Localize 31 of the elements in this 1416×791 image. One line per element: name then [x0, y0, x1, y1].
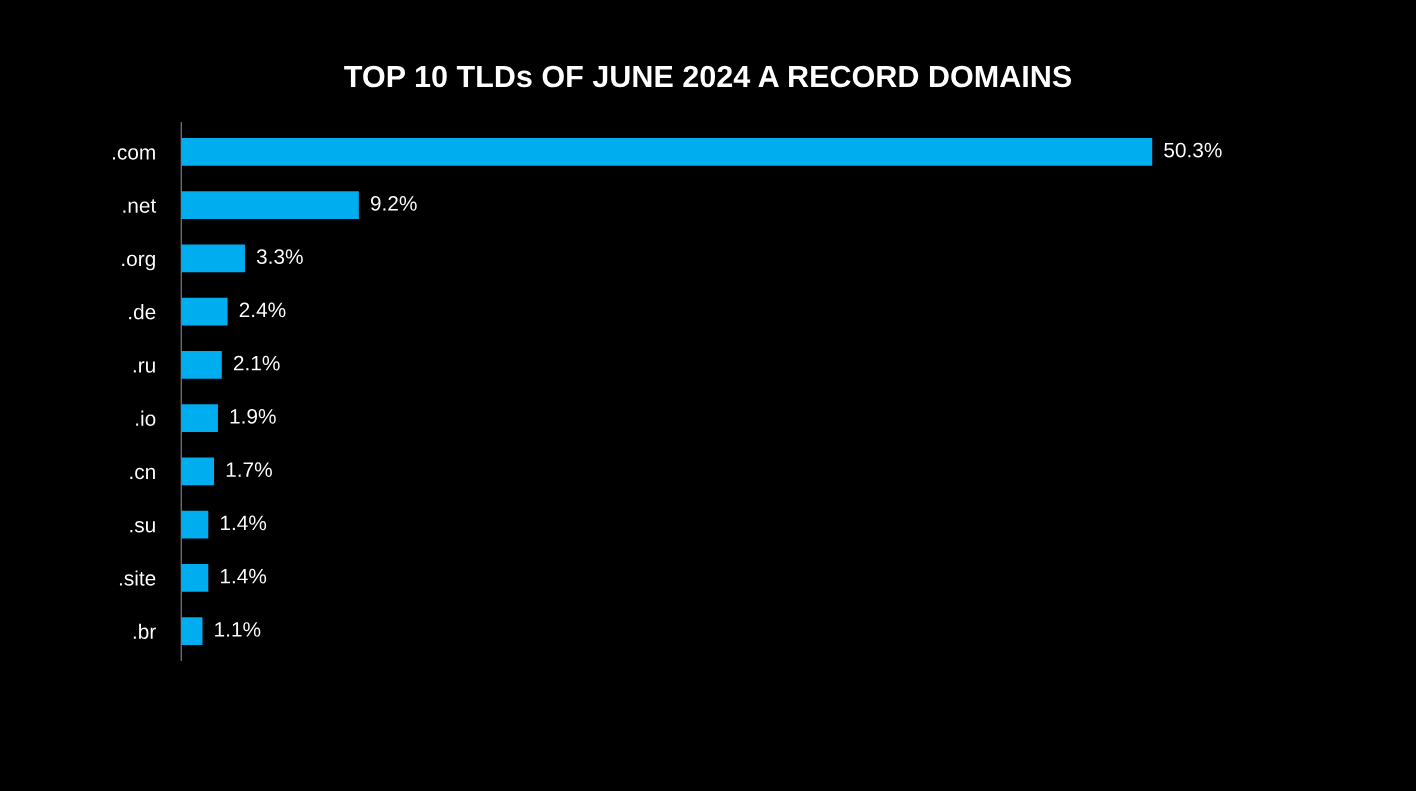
data-label: 50.3%	[1164, 142, 1222, 158]
y-tick-label: .br	[133, 623, 156, 639]
chart-title: TOP 10 TLDs OF JUNE 2024 A RECORD DOMAINS	[344, 65, 1072, 88]
data-label: 1.7%	[226, 462, 272, 477]
bar	[181, 564, 209, 592]
data-label: 1.9%	[230, 409, 276, 424]
y-tick-label: .com	[113, 148, 155, 160]
data-label: 1.1%	[215, 622, 261, 637]
y-tick-label: .de	[129, 304, 156, 320]
bar	[181, 138, 1153, 166]
data-label: 3.3%	[256, 249, 303, 264]
data-label: 2.4%	[239, 302, 286, 318]
bar	[181, 617, 203, 646]
data-label: 9.2%	[370, 195, 417, 211]
y-tick-label: .su	[130, 521, 155, 533]
bar	[181, 297, 228, 326]
data-label: 1.4%	[220, 568, 267, 584]
bar	[181, 351, 222, 379]
data-label: 1.4%	[220, 515, 267, 531]
y-tick-label: .net	[123, 199, 157, 213]
bar	[181, 457, 215, 486]
y-tick-label: .ru	[133, 361, 155, 373]
bar	[181, 191, 359, 219]
y-tick-label: .site	[119, 570, 156, 586]
bar	[181, 404, 218, 433]
y-tick-label: .cn	[130, 467, 155, 480]
y-tick-label: .io	[136, 410, 156, 426]
data-label: 2.1%	[233, 355, 280, 371]
bar	[181, 244, 245, 273]
bar	[181, 510, 209, 539]
y-tick-label: .org	[122, 254, 155, 271]
